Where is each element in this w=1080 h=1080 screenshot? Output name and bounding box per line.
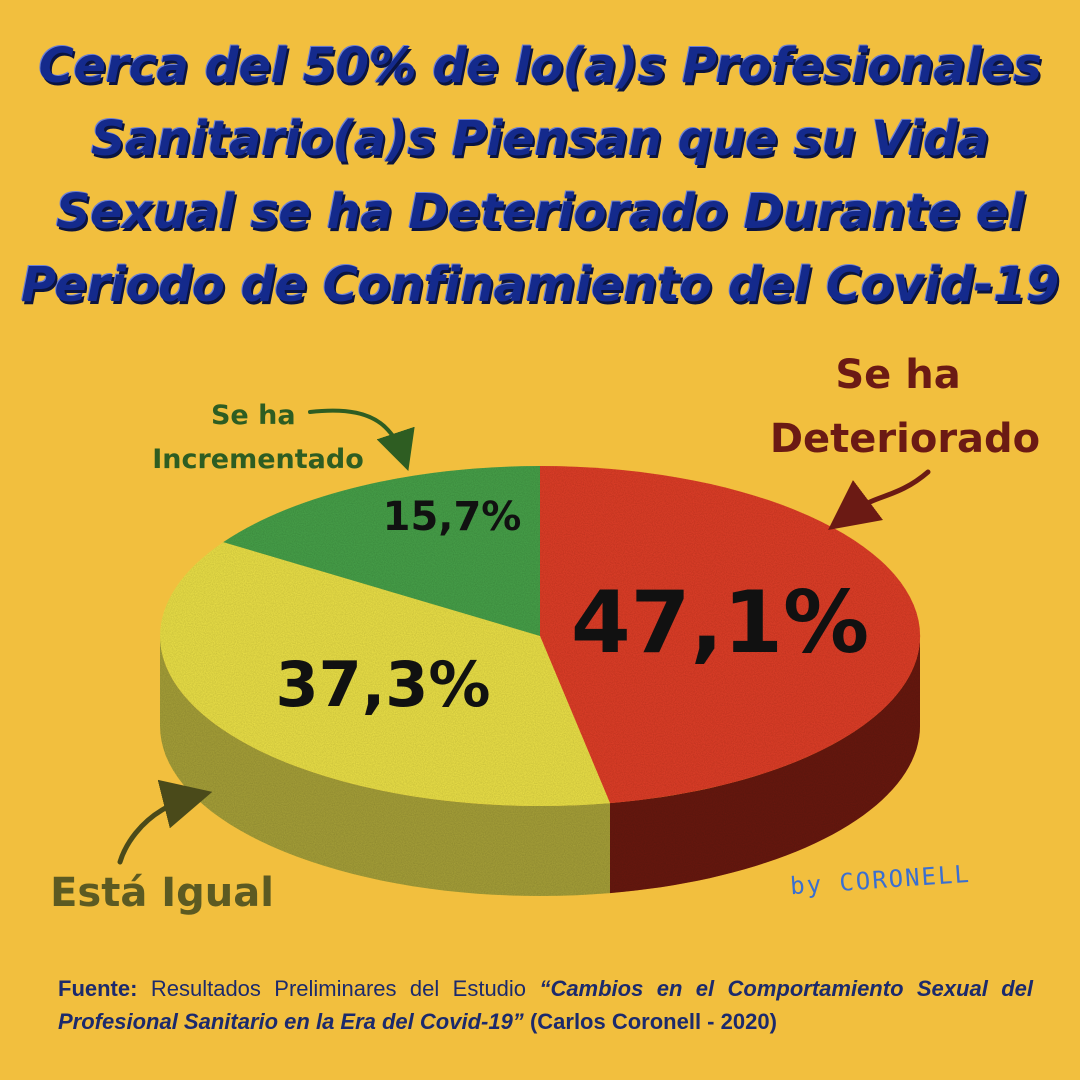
pie-top-slices: [160, 466, 921, 807]
arrow-deteriorado: [827, 469, 931, 530]
pie-slice-deteriorado: [540, 466, 921, 804]
label-line: Se ha: [211, 400, 296, 431]
author-year: (Carlos Coronell - 2020): [529, 1009, 777, 1034]
category-label-incrementado: Se ha Incrementado: [152, 400, 364, 475]
source-label: Fuente:: [58, 976, 138, 1001]
chart-title: Cerca del 50% de lo(a)s Profesionales Sa…: [20, 30, 1060, 322]
label-line: Deteriorado: [770, 416, 1040, 462]
slice-value-label-igual: 37,3%: [275, 648, 490, 721]
source-text: Resultados Preliminares del Estudio: [150, 976, 527, 1001]
pie-slice-incrementado: [223, 466, 541, 636]
title-line: Sexual se ha Deteriorado Durante el: [56, 184, 1025, 240]
title-line: Sanitario(a)s Piensan que su Vida: [90, 111, 990, 167]
title-line: Cerca del 50% de lo(a)s Profesionales: [38, 38, 1042, 94]
category-label-igual: Está Igual: [50, 870, 274, 916]
arrow-incrementado: [308, 408, 415, 471]
arrow-igual: [117, 779, 213, 865]
pie-side-walls: [160, 636, 920, 896]
pie-side-igual: [160, 636, 610, 896]
title-line: Periodo de Confinamiento del Covid-19: [21, 257, 1059, 313]
category-label-deteriorado: Se ha Deteriorado: [770, 352, 1040, 462]
pie-side-deteriorado: [610, 636, 920, 894]
label-line: Incrementado: [152, 444, 364, 475]
slice-value-label-deteriorado: 47,1%: [571, 573, 869, 673]
study-title: “Cambios en el Comportamiento Sexual del…: [58, 976, 1033, 1034]
source-footer: Fuente: Resultados Preliminares del Estu…: [58, 972, 1033, 1038]
label-line: Se ha: [835, 352, 960, 398]
pie-slice-igual: [160, 542, 610, 807]
slice-value-label-incrementado: 15,7%: [383, 494, 522, 540]
